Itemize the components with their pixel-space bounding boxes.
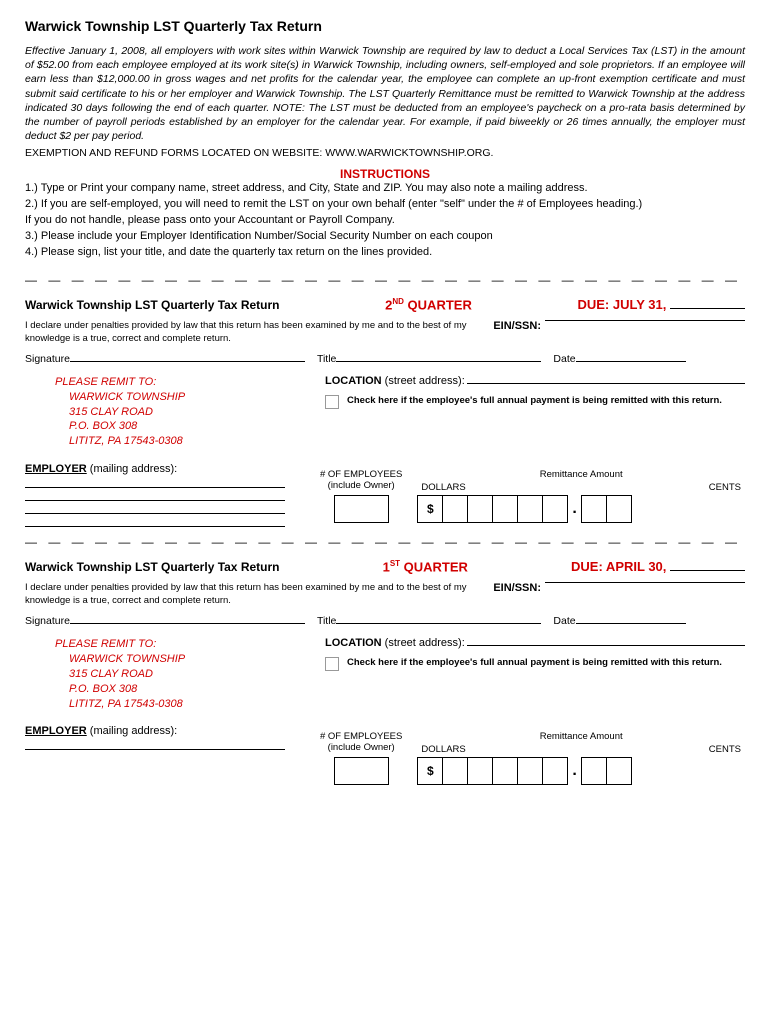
employer-line[interactable] xyxy=(25,488,285,501)
amount-boxes[interactable]: $ . xyxy=(417,495,745,523)
employer-line[interactable] xyxy=(25,475,285,488)
title-label: Title xyxy=(317,353,336,365)
checkbox-label: Check here if the employee's full annual… xyxy=(347,657,722,668)
einssn-field: EIN/SSN: xyxy=(493,582,745,607)
page-title: Warwick Township LST Quarterly Tax Retur… xyxy=(25,18,745,34)
full-payment-checkbox[interactable] xyxy=(325,395,339,409)
coupon-title: Warwick Township LST Quarterly Tax Retur… xyxy=(25,298,279,312)
intro-paragraph: Effective January 1, 2008, all employers… xyxy=(25,44,745,143)
einssn-field: EIN/SSN: xyxy=(493,320,745,345)
instructions-header: INSTRUCTIONS xyxy=(25,167,745,181)
title-label: Title xyxy=(317,615,336,627)
instruction-item: If you do not handle, please pass onto y… xyxy=(25,213,745,229)
instruction-item: 3.) Please include your Employer Identif… xyxy=(25,229,745,245)
title-input[interactable] xyxy=(336,361,541,362)
remit-address: PLEASE REMIT TO: WARWICK TOWNSHIP 315 CL… xyxy=(55,637,305,711)
title-input[interactable] xyxy=(336,623,541,624)
coupon-header: Warwick Township LST Quarterly Tax Retur… xyxy=(25,297,745,312)
quarter-label: 2ND QUARTER xyxy=(385,297,472,312)
amount-boxes[interactable]: $ . xyxy=(417,757,745,785)
due-label: DUE: JULY 31, xyxy=(577,297,745,312)
checkbox-label: Check here if the employee's full annual… xyxy=(347,395,722,406)
einssn-input[interactable] xyxy=(545,582,745,583)
exemption-line: EXEMPTION AND REFUND FORMS LOCATED ON WE… xyxy=(25,147,745,159)
coupon-header: Warwick Township LST Quarterly Tax Retur… xyxy=(25,559,745,574)
declaration-text: I declare under penalties provided by la… xyxy=(25,320,473,345)
instruction-item: 1.) Type or Print your company name, str… xyxy=(25,181,745,197)
instructions-list: 1.) Type or Print your company name, str… xyxy=(25,181,745,261)
num-employees-label: # OF EMPLOYEES xyxy=(320,469,402,480)
location-input[interactable] xyxy=(467,645,745,646)
due-year-field[interactable] xyxy=(670,570,745,571)
location-label: LOCATION xyxy=(325,375,382,387)
num-employees-sublabel: (include Owner) xyxy=(320,742,402,753)
employer-line[interactable] xyxy=(25,737,285,750)
date-input[interactable] xyxy=(576,361,686,362)
remittance-amount-label: Remittance Amount xyxy=(417,469,745,480)
cents-label: CENTS xyxy=(709,482,741,493)
dollar-sign: $ xyxy=(417,757,443,785)
num-employees-label: # OF EMPLOYEES xyxy=(320,731,402,742)
instruction-item: 4.) Please sign, list your title, and da… xyxy=(25,245,745,261)
full-payment-checkbox[interactable] xyxy=(325,657,339,671)
signature-input[interactable] xyxy=(70,361,305,362)
einssn-input[interactable] xyxy=(545,320,745,321)
signature-label: Signature xyxy=(25,615,70,627)
date-label: Date xyxy=(553,353,575,365)
due-year-field[interactable] xyxy=(670,308,745,309)
quarter-label: 1ST QUARTER xyxy=(383,559,468,574)
date-input[interactable] xyxy=(576,623,686,624)
num-employees-sublabel: (include Owner) xyxy=(320,480,402,491)
date-label: Date xyxy=(553,615,575,627)
cents-label: CENTS xyxy=(709,744,741,755)
remit-address: PLEASE REMIT TO: WARWICK TOWNSHIP 315 CL… xyxy=(55,375,305,449)
dollars-label: DOLLARS xyxy=(421,744,465,755)
dollar-sign: $ xyxy=(417,495,443,523)
coupon-title: Warwick Township LST Quarterly Tax Retur… xyxy=(25,560,279,574)
employer-line[interactable] xyxy=(25,514,285,527)
employer-label: EMPLOYER (mailing address): xyxy=(25,725,305,737)
location-label: LOCATION xyxy=(325,637,382,649)
separator: — — — — — — — — — — — — — — — — — — — — … xyxy=(25,273,745,287)
employer-line[interactable] xyxy=(25,501,285,514)
signature-label: Signature xyxy=(25,353,70,365)
signature-input[interactable] xyxy=(70,623,305,624)
remittance-amount-label: Remittance Amount xyxy=(417,731,745,742)
location-input[interactable] xyxy=(467,383,745,384)
instruction-item: 2.) If you are self-employed, you will n… xyxy=(25,197,745,213)
declaration-text: I declare under penalties provided by la… xyxy=(25,582,473,607)
dollars-label: DOLLARS xyxy=(421,482,465,493)
due-label: DUE: APRIL 30, xyxy=(571,559,745,574)
separator: — — — — — — — — — — — — — — — — — — — — … xyxy=(25,535,745,549)
employer-label: EMPLOYER (mailing address): xyxy=(25,463,305,475)
num-employees-input[interactable] xyxy=(334,757,389,785)
num-employees-input[interactable] xyxy=(334,495,389,523)
